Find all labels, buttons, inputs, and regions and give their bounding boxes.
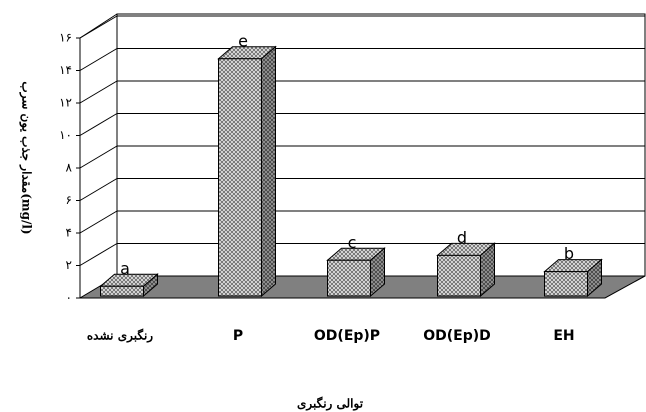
bar	[218, 58, 262, 297]
y-tick-label: ۰	[66, 291, 72, 305]
grid-line	[79, 243, 118, 266]
x-tick-label: OD(Ep)P	[314, 328, 380, 344]
y-tick-label: ۱۴	[59, 63, 72, 77]
x-tick-label: P	[233, 328, 243, 344]
x-axis-title: توالی رنگبری	[297, 396, 364, 412]
bar	[544, 271, 588, 297]
bar	[327, 259, 371, 297]
x-tick-label: رنگبری نشده	[87, 328, 153, 344]
bar-letter: e	[238, 31, 248, 50]
bar-letter: a	[120, 259, 130, 278]
bar	[100, 285, 144, 297]
x-tick-label: EH	[553, 328, 574, 344]
grid-line	[79, 178, 118, 201]
back-wall	[116, 13, 646, 277]
y-tick-label: ۱۰	[59, 128, 72, 142]
y-tick-label: ۴	[66, 226, 72, 240]
y-tick-label: ۶	[66, 193, 72, 207]
left-wall-edge	[79, 13, 118, 39]
bar-side	[261, 45, 276, 298]
bar-letter: c	[348, 233, 357, 252]
grid-line	[79, 210, 118, 234]
y-tick-label: ۸	[66, 161, 73, 175]
grid-line	[79, 48, 118, 71]
grid-line	[79, 80, 118, 104]
y-tick-label: ۱۶	[59, 31, 72, 45]
bar-letter: d	[457, 228, 467, 247]
y-tick-label: ۲	[66, 258, 72, 272]
bar	[437, 254, 481, 297]
grid-line	[79, 113, 118, 136]
bar-letter: b	[564, 244, 574, 263]
y-axis-title: مقدار جذب یون سرب(mg/l)	[19, 81, 34, 234]
y-tick-label: ۱۲	[59, 96, 72, 110]
grid-line	[79, 145, 118, 169]
x-tick-label: OD(Ep)D	[423, 328, 491, 344]
